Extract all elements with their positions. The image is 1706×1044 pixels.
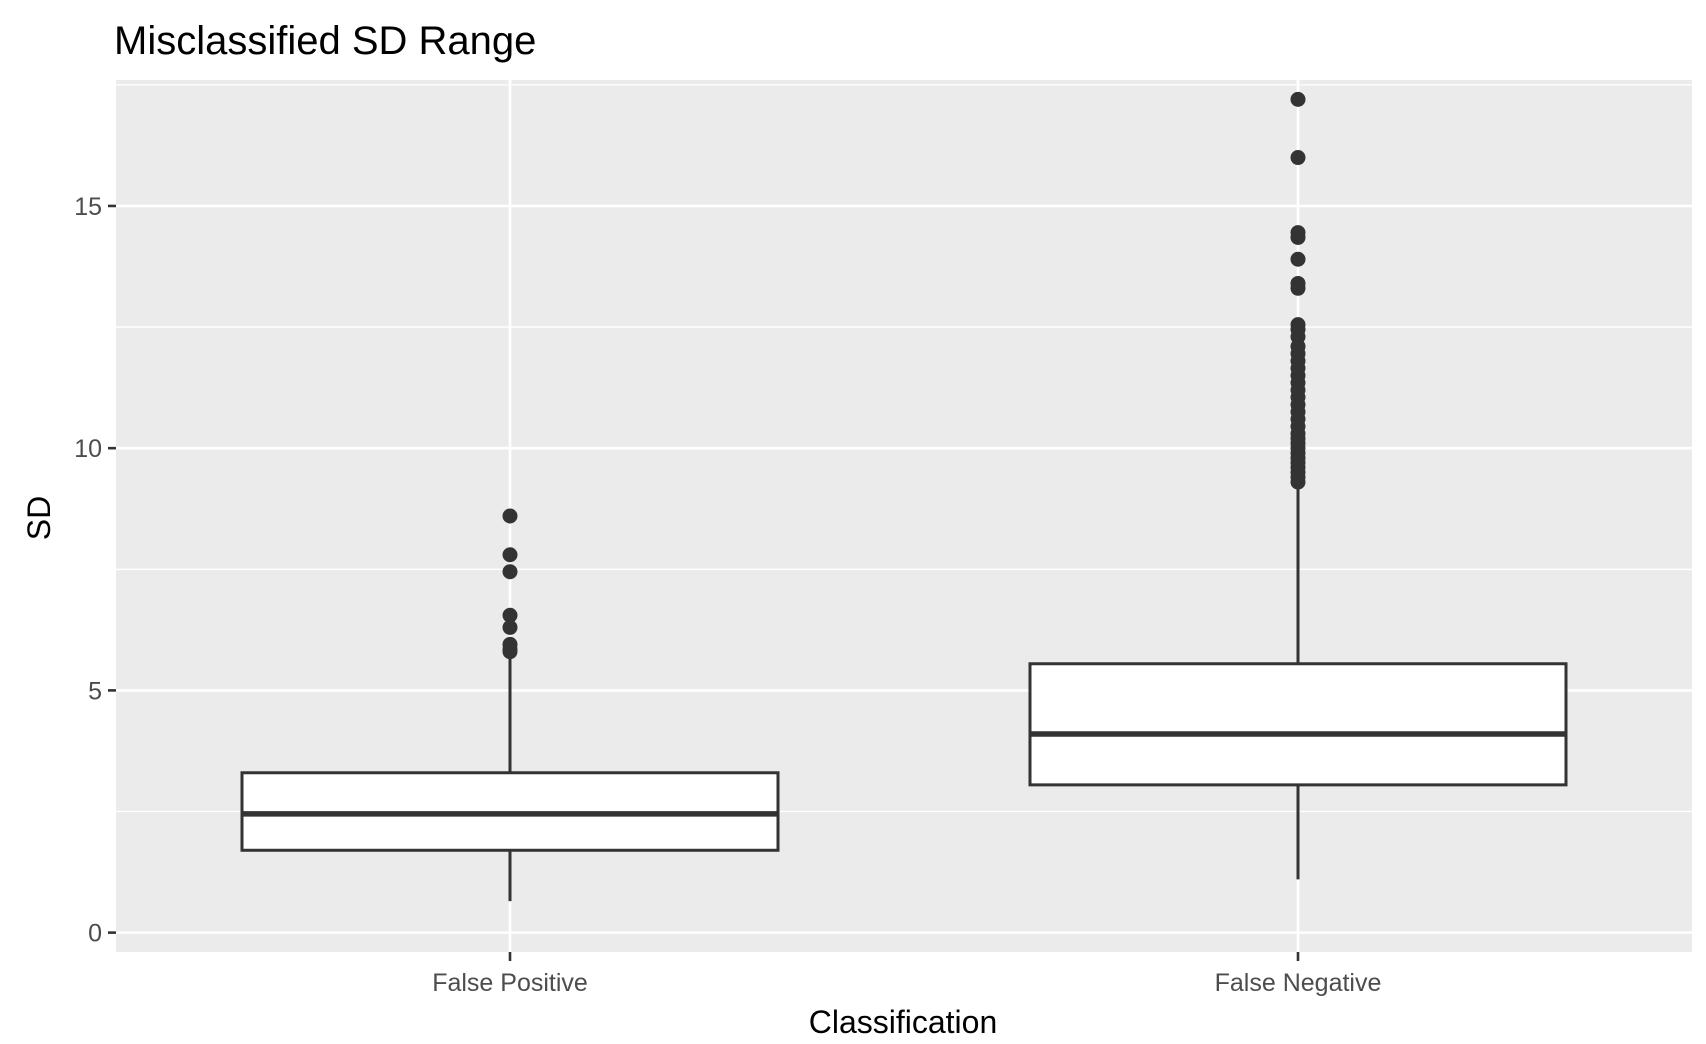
chart-title: Misclassified SD Range — [114, 19, 536, 63]
outlier-point — [1290, 251, 1306, 267]
outlier-point — [1290, 91, 1306, 107]
box-group — [240, 508, 780, 902]
outlier-point — [1290, 150, 1306, 166]
plot-area: 0 5 10 15 False Positive False Negative — [74, 80, 1692, 997]
y-tick-label: 15 — [74, 193, 102, 221]
x-axis-title: Classification — [809, 1004, 998, 1040]
box-iqr — [1028, 662, 1568, 787]
outlier-point — [502, 619, 518, 635]
outlier-point — [1290, 225, 1306, 241]
outlier-point — [502, 607, 518, 623]
y-axis-title: SD — [21, 496, 57, 540]
outlier-point — [502, 508, 518, 524]
outlier-point — [1290, 317, 1306, 333]
outlier-point — [1290, 275, 1306, 291]
box-group — [1028, 91, 1568, 880]
x-tick-label: False Positive — [432, 969, 588, 997]
y-tick-label: 5 — [88, 677, 102, 705]
outlier-point — [502, 636, 518, 652]
x-tick-label: False Negative — [1215, 969, 1382, 997]
y-tick-label: 0 — [88, 920, 102, 948]
outlier-point — [502, 564, 518, 580]
y-tick-label: 10 — [74, 435, 102, 463]
outlier-point — [502, 547, 518, 563]
